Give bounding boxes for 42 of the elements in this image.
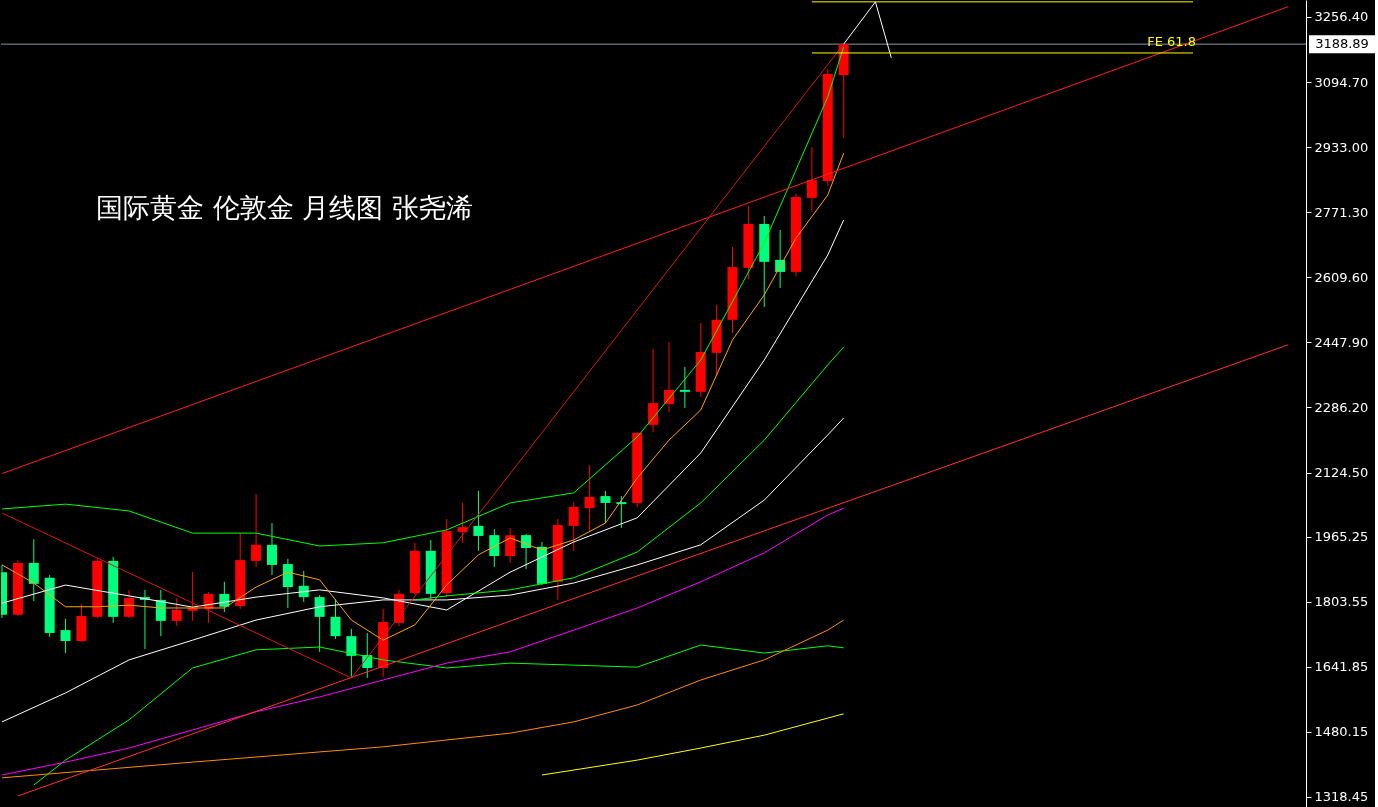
line-series <box>541 713 845 776</box>
ref-line-label: 3188.89 <box>1315 36 1369 52</box>
y-tick-label: 1480.15 <box>1314 724 1369 740</box>
line-series <box>414 346 845 601</box>
candlestick <box>584 464 595 533</box>
y-tick-label: 2933.00 <box>1314 139 1369 155</box>
candlestick <box>314 594 325 653</box>
candlestick <box>505 527 516 564</box>
candlestick <box>330 598 341 640</box>
candlestick <box>489 528 500 568</box>
y-tick-label: 3094.70 <box>1314 74 1369 90</box>
candlestick <box>648 348 659 433</box>
candlestick <box>251 493 262 568</box>
candlestick <box>346 628 357 678</box>
y-tick-label: 1641.85 <box>1314 659 1369 675</box>
y-tick-label: 1803.55 <box>1314 594 1369 610</box>
candlestick <box>282 558 293 609</box>
candlestick <box>521 533 532 570</box>
annotation: FE 61.8 <box>1147 33 1196 49</box>
candlestick <box>806 146 817 213</box>
y-tick-label: 2447.90 <box>1314 334 1369 350</box>
candlestick <box>60 618 71 654</box>
annotation: 国际黄金 伦敦金 月线图 张尧浠 <box>96 192 473 223</box>
candlestick <box>473 490 484 552</box>
candlestick <box>568 501 579 552</box>
line-series <box>1 152 845 641</box>
y-tick-label: 1965.25 <box>1314 529 1369 545</box>
y-tick-label: 2124.50 <box>1314 465 1369 481</box>
y-tick-label: 2286.20 <box>1314 399 1369 415</box>
candlestick <box>600 490 611 524</box>
candlestick <box>679 366 690 409</box>
y-tick-label: 2771.30 <box>1314 204 1369 220</box>
y-tick-label: 2609.60 <box>1314 269 1369 285</box>
line-series <box>1 619 845 779</box>
y-tick-label: 3256.40 <box>1314 9 1369 25</box>
y-tick-label: 1318.45 <box>1314 789 1369 805</box>
line-series <box>33 644 845 786</box>
line-series <box>1 507 845 776</box>
candlestick <box>124 589 135 619</box>
candlestick <box>266 522 277 576</box>
candlestick <box>171 597 182 627</box>
candlestick <box>28 538 39 602</box>
